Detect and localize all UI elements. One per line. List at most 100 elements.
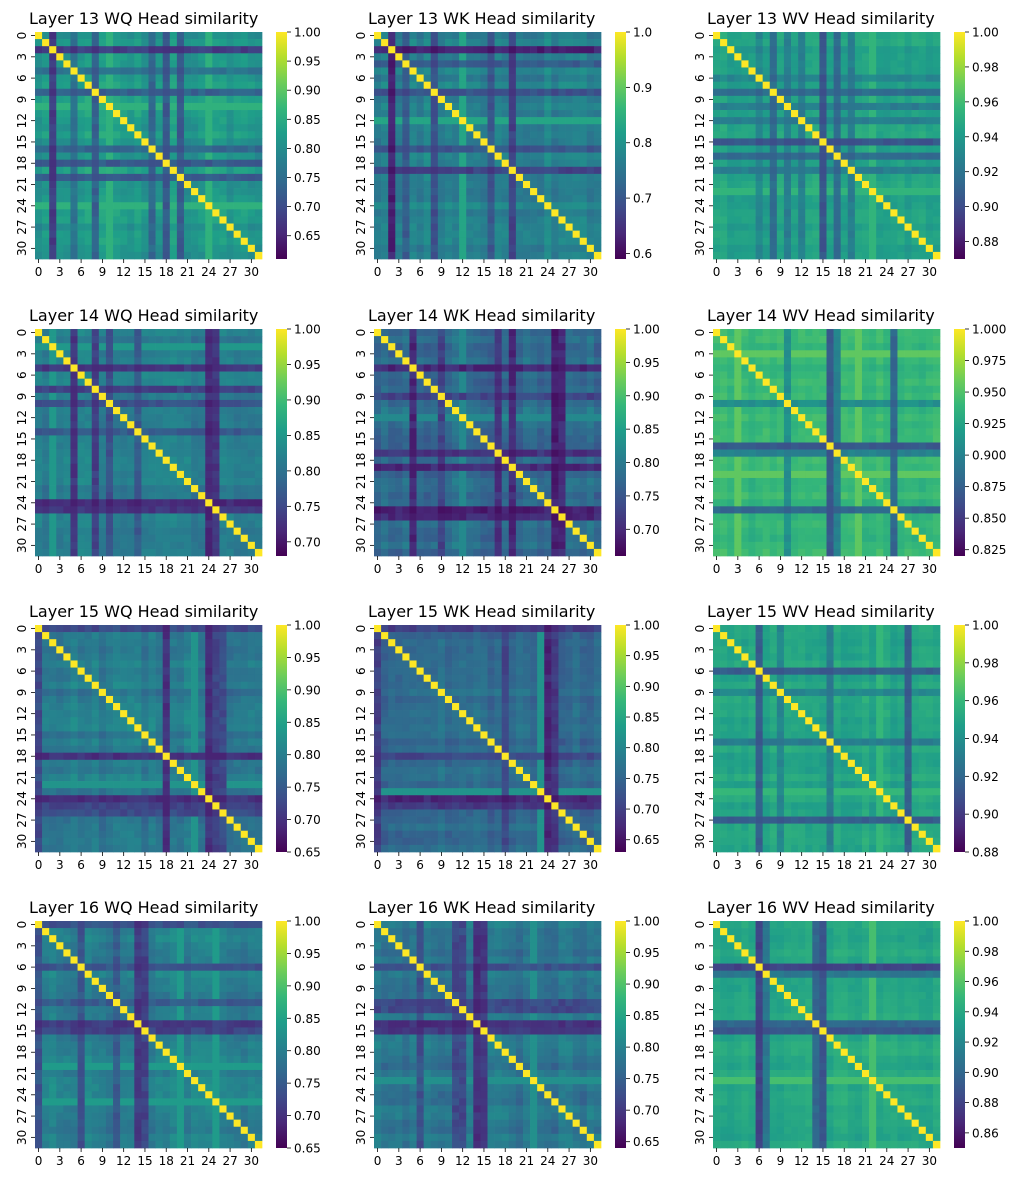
heatmap-cell [127,251,135,260]
heatmap-cell [381,95,389,104]
heatmap-cell [56,463,64,472]
heatmap-cell [183,329,192,337]
heatmap-cell [226,414,234,422]
heatmap-cell [876,159,884,168]
heatmap-cell [374,131,382,139]
heatmap-cell [932,237,941,246]
heatmap-cell [501,364,510,372]
heatmap-cell [530,39,538,47]
heatmap-cell [247,407,256,415]
heatmap-cell [98,67,107,75]
heatmap-cell [727,95,735,104]
heatmap-cell [459,88,467,97]
heatmap-cell [840,145,849,153]
heatmap-cell [169,88,178,97]
heatmap-cell [776,251,785,260]
heatmap-cell [918,166,927,175]
heatmap-cell [70,421,78,429]
heatmap-cell [205,421,213,429]
heatmap-cell [219,456,227,465]
heatmap-cell [49,485,57,493]
heatmap-cell [105,350,114,358]
heatmap-cell [240,329,249,337]
heatmap-cell [515,53,524,61]
heatmap-cell [847,102,856,111]
heatmap-cell [141,188,149,196]
heatmap-cell [713,152,721,161]
heatmap-cell [776,67,785,75]
heatmap-cell [77,152,85,161]
heatmap-cell [890,195,898,203]
heatmap-cell [762,124,771,132]
heatmap-cell [63,110,71,118]
x-tick-label: 6 [77,265,85,279]
heatmap-cell [141,74,149,82]
heatmap-cell [105,138,114,146]
heatmap-cell [840,195,849,203]
heatmap-cell [254,329,263,337]
heatmap-cell [134,506,142,514]
heatmap-cell [247,336,256,344]
heatmap-cell [522,180,531,189]
heatmap-cell [791,173,799,182]
heatmap-cell [869,39,877,47]
heatmap-cell [120,385,128,394]
heatmap-cell [466,88,474,97]
heatmap-cell [169,251,178,260]
heatmap-cell [198,188,206,196]
heatmap-cell [572,463,581,472]
heatmap-cell [741,188,749,196]
heatmap-cell [191,39,199,47]
heatmap-cell [572,46,581,54]
heatmap-cell [247,421,256,429]
heatmap-cell [374,421,382,429]
heatmap-cell [897,145,905,153]
heatmap-cell [840,67,849,75]
heatmap-cell [113,534,121,543]
heatmap-cell [918,74,927,82]
heatmap-cell [77,53,85,61]
heatmap-cell [381,180,389,189]
heatmap-cell [113,145,121,153]
heatmap-cell [120,237,128,246]
heatmap-cell [205,32,213,40]
heatmap-cell [381,392,389,401]
heatmap-cell [537,216,545,224]
heatmap-cell [91,251,100,260]
heatmap-cell [508,102,517,111]
heatmap-cell [56,124,64,132]
heatmap-cell [148,166,156,175]
heatmap-cell [918,180,927,189]
heatmap-cell [70,53,78,61]
heatmap-cell [169,343,178,351]
heatmap-cell [819,32,827,40]
heatmap-cell [805,138,813,146]
heatmap-cell [56,88,64,97]
heatmap-cell [847,117,856,125]
heatmap-cell [388,145,396,153]
heatmap-cell [444,145,453,153]
heatmap-cell [876,188,884,196]
heatmap-cell [127,357,135,365]
heatmap-cell [593,350,602,358]
heatmap-cell [198,209,206,217]
heatmap-cell [544,456,552,465]
heatmap-cell [833,39,842,47]
heatmap-cell [769,110,778,118]
heatmap-cell [205,244,213,253]
heatmap-cell [473,371,481,379]
heatmap-cell [77,534,85,543]
heatmap-cell [572,95,581,104]
heatmap-cell [77,173,85,182]
heatmap-cell [169,392,178,401]
heatmap-cell [148,67,156,75]
heatmap-cell [134,428,142,436]
heatmap-cell [35,385,43,394]
heatmap-cell [205,173,213,182]
heatmap-cell [155,421,164,429]
heatmap-cell [423,421,432,429]
heatmap-cell [113,350,121,358]
heatmap-cell [494,166,503,175]
heatmap-cell [847,110,856,118]
